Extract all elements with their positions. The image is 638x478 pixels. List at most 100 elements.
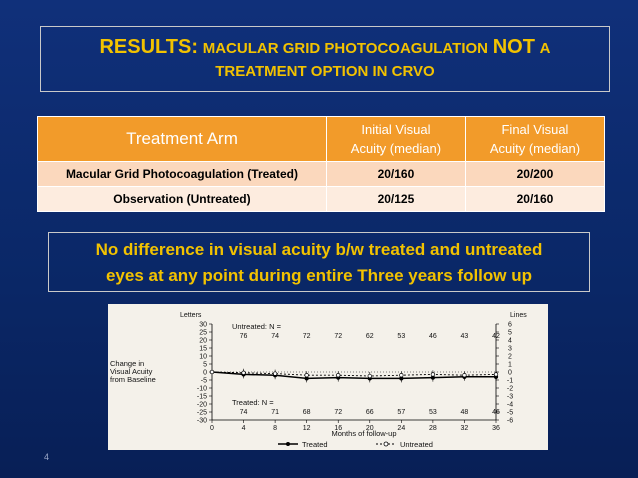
row-final: 20/160: [464, 186, 606, 212]
untreated-n-count: 46: [429, 333, 437, 340]
results-table: Treatment Arm Initial Visual Acuity (med…: [37, 116, 606, 212]
header-treatment-arm: Treatment Arm: [37, 116, 327, 162]
x-tick-label: 12: [303, 425, 311, 432]
chart-svg: Letters Lines Change in Visual Acuity fr…: [110, 312, 527, 449]
x-tick-label: 28: [429, 425, 437, 432]
treated-n-count: 57: [397, 409, 405, 416]
x-tick-label: 36: [492, 425, 500, 432]
y-tick-label-right: -2: [507, 386, 513, 393]
y-tick-label-right: -6: [507, 418, 513, 425]
untreated-n-count: 42: [492, 333, 500, 340]
untreated-n-count: 72: [303, 333, 311, 340]
y-tick-label-right: 4: [508, 338, 512, 345]
treated-n-count: 66: [366, 409, 374, 416]
title-line2: TREATMENT OPTION IN CRVO: [215, 63, 435, 80]
title-prefix: RESULTS:: [99, 36, 198, 58]
x-axis-label: Months of follow-up: [331, 429, 396, 438]
chart-marks: 302520151050-5-10-15-20-25-306543210-1-2…: [197, 322, 513, 433]
treated-n-count: 72: [334, 409, 342, 416]
data-point-untreated: [336, 373, 341, 378]
title-suffix: A: [539, 40, 551, 57]
row-arm: Macular Grid Photocoagulation (Treated): [37, 161, 327, 187]
legend-treated-label: Treated: [302, 440, 328, 449]
note-line2: eyes at any point during entire Three ye…: [105, 266, 533, 285]
header-initial-line2: Acuity (median): [350, 141, 442, 156]
header-final-line2: Acuity (median): [489, 141, 581, 156]
untreated-n-count: 53: [397, 333, 405, 340]
legend-untreated-label: Untreated: [400, 440, 433, 449]
y-tick-label-left: -30: [197, 418, 207, 425]
untreated-n-label: Untreated: N =: [232, 322, 282, 331]
series-line-untreated: [211, 371, 497, 377]
y-tick-label-right: -4: [507, 402, 513, 409]
legend-treated-marker: [286, 442, 290, 446]
untreated-n-count: 43: [461, 333, 469, 340]
header-final-line1: Final Visual: [501, 122, 569, 137]
legend-untreated-marker: [383, 441, 389, 447]
left-axis-unit: Letters: [180, 312, 202, 319]
ylabel-line1: Change in: [110, 359, 144, 368]
x-tick-label: 8: [273, 425, 277, 432]
y-tick-label-right: -5: [507, 410, 513, 417]
ylabel-line3: from Baseline: [110, 375, 156, 384]
treated-n-count: 74: [240, 409, 248, 416]
treated-n-count: 46: [492, 409, 500, 416]
row-final: 20/200: [464, 161, 606, 187]
y-tick-label-right: 2: [508, 354, 512, 361]
conclusion-note: No difference in visual acuity b/w treat…: [48, 232, 590, 292]
y-tick-label-right: -3: [507, 394, 513, 401]
y-tick-label-left: 20: [199, 338, 207, 345]
y-tick-label-left: 30: [199, 322, 207, 329]
data-point-untreated: [209, 369, 215, 375]
treated-n-count: 68: [303, 409, 311, 416]
slide-title: RESULTS: MACULAR GRID PHOTOCOAGULATION N…: [40, 26, 610, 92]
ylabel-line2: Visual Acuity: [110, 367, 153, 376]
y-tick-label-left: 25: [199, 330, 207, 337]
x-tick-label: 24: [397, 425, 405, 432]
untreated-n-count: 72: [334, 333, 342, 340]
treated-n-label: Treated: N =: [232, 398, 274, 407]
row-initial: 20/160: [325, 161, 466, 187]
y-tick-label-left: -15: [197, 394, 207, 401]
header-initial-line1: Initial Visual: [361, 122, 431, 137]
y-tick-label-left: -20: [197, 402, 207, 409]
data-point-untreated: [241, 370, 246, 375]
header-final-va: Final Visual Acuity (median): [464, 116, 606, 162]
x-tick-label: 4: [242, 425, 246, 432]
data-point-untreated: [272, 371, 278, 376]
data-point-untreated: [430, 372, 436, 377]
row-initial: 20/125: [325, 186, 466, 212]
y-tick-label-right: 1: [508, 362, 512, 369]
row-arm: Observation (Untreated): [37, 186, 327, 212]
right-axis-unit: Lines: [510, 312, 527, 319]
note-line1: No difference in visual acuity b/w treat…: [95, 240, 543, 259]
y-tick-label-right: 6: [508, 322, 512, 329]
treated-n-count: 53: [429, 409, 437, 416]
x-tick-label: 0: [210, 425, 214, 432]
table-row: Observation (Untreated) 20/125 20/160: [37, 186, 606, 212]
treated-n-count: 48: [461, 409, 469, 416]
header-initial-va: Initial Visual Acuity (median): [325, 116, 466, 162]
y-tick-label-right: 0: [508, 370, 512, 377]
y-tick-label-left: 0: [203, 370, 207, 377]
visual-acuity-chart: Letters Lines Change in Visual Acuity fr…: [108, 304, 548, 450]
y-tick-label-left: 5: [203, 362, 207, 369]
treated-n-count: 71: [271, 409, 279, 416]
title-middle: MACULAR GRID PHOTOCOAGULATION: [202, 40, 488, 57]
y-tick-label-left: 15: [199, 346, 207, 353]
data-point-untreated: [462, 373, 467, 378]
untreated-n-count: 74: [271, 333, 279, 340]
y-tick-label-right: -1: [507, 378, 513, 385]
y-tick-label-right: 3: [508, 346, 512, 353]
slide-number: 4: [44, 452, 50, 462]
y-tick-label-left: -5: [201, 378, 207, 385]
data-point-untreated: [493, 372, 499, 377]
y-tick-label-left: -25: [197, 410, 207, 417]
data-point-untreated: [304, 373, 309, 378]
data-point-untreated: [399, 373, 404, 378]
untreated-n-count: 62: [366, 333, 374, 340]
title-emphasis: NOT: [492, 36, 535, 58]
y-tick-label-left: -10: [197, 386, 207, 393]
x-tick-label: 32: [461, 425, 469, 432]
table-header-row: Treatment Arm Initial Visual Acuity (med…: [37, 116, 606, 162]
